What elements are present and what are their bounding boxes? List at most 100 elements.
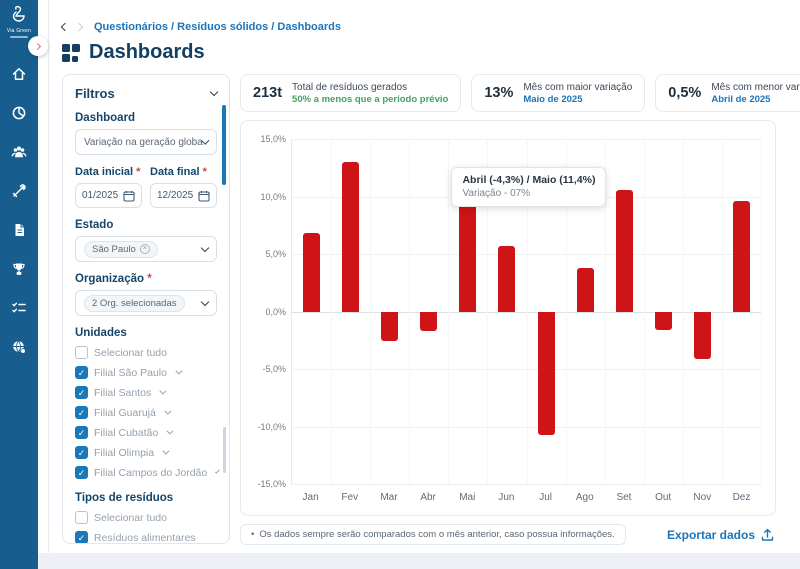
chart-card: Abril (-4,3%) / Maio (11,4%) Variação - … bbox=[240, 120, 776, 516]
sidebar-item-users[interactable] bbox=[7, 140, 31, 164]
gridline bbox=[761, 139, 762, 484]
estado-select[interactable]: São Paulo × bbox=[75, 236, 217, 262]
checkbox-checked[interactable]: ✓ bbox=[75, 406, 88, 419]
chevron-down-icon[interactable] bbox=[162, 447, 170, 455]
stat-card-maior-variacao: 13% Mês com maior variação Maio de 2025 bbox=[471, 74, 646, 112]
breadcrumb-item-questionarios[interactable]: Questionários bbox=[94, 21, 168, 33]
chevron-down-icon[interactable] bbox=[164, 407, 172, 415]
x-tick-label: Nov bbox=[693, 492, 712, 503]
checkbox-label: Filial Santos bbox=[94, 386, 152, 399]
checkbox-row[interactable]: ✓ Resíduos alimentares bbox=[75, 531, 217, 543]
checkbox-unchecked[interactable] bbox=[75, 346, 88, 359]
stat-label: Mês com maior variação bbox=[523, 81, 633, 93]
bar-nov[interactable] bbox=[693, 311, 711, 359]
filters-scrollbar-thumb[interactable] bbox=[222, 105, 226, 185]
bar-set[interactable] bbox=[615, 189, 633, 312]
checkbox-row[interactable]: ✓ Filial Guarujá bbox=[75, 406, 217, 419]
data-inicial-field[interactable]: 01/2025 bbox=[75, 183, 142, 208]
breadcrumb: Questionários / Resíduos sólidos / Dashb… bbox=[60, 0, 776, 33]
stats-row: 213t Total de resíduos gerados 50% a men… bbox=[240, 74, 800, 112]
checkbox-row[interactable]: ✓ Filial Campos do Jordão bbox=[75, 466, 220, 479]
sidebar-item-trophy[interactable] bbox=[7, 257, 31, 281]
chevron-down-icon[interactable] bbox=[175, 367, 183, 375]
remove-icon[interactable]: × bbox=[139, 244, 150, 254]
bar-mai[interactable] bbox=[459, 191, 477, 312]
stat-card-menor-variacao: 0,5% Mês com menor variação Abril de 202… bbox=[655, 74, 800, 112]
stat-value: 213t bbox=[253, 85, 283, 101]
dashboard-select-value: Variação na geração global d... bbox=[84, 136, 203, 148]
sidebar-item-dashboards[interactable] bbox=[7, 101, 31, 125]
tipos-label: Tipos de resíduos bbox=[75, 492, 174, 504]
chevron-down-icon[interactable] bbox=[159, 387, 167, 395]
checkbox-checked[interactable]: ✓ bbox=[75, 466, 88, 479]
bar-jan[interactable] bbox=[303, 233, 321, 312]
bar-abr[interactable] bbox=[420, 311, 438, 332]
breadcrumb-separator: / bbox=[271, 21, 275, 33]
sidebar-item-documents[interactable] bbox=[7, 218, 31, 242]
bar-ago[interactable] bbox=[576, 267, 594, 312]
estado-chip: São Paulo × bbox=[84, 240, 158, 258]
organizacao-chip-label: 2 Org. selecionadas bbox=[92, 297, 177, 309]
checkbox-checked[interactable]: ✓ bbox=[75, 446, 88, 459]
users-icon bbox=[11, 146, 27, 158]
organizacao-chip: 2 Org. selecionadas bbox=[84, 294, 185, 312]
dashboard-main: 213t Total de resíduos gerados 50% a men… bbox=[240, 74, 800, 545]
sidebar-item-home[interactable] bbox=[7, 62, 31, 86]
stat-sub: Abril de 2025 bbox=[711, 93, 771, 105]
bar-mar[interactable] bbox=[381, 311, 399, 342]
breadcrumb-item-residuos[interactable]: Resíduos sólidos bbox=[177, 21, 269, 33]
checkbox-label: Filial Campos do Jordão bbox=[94, 466, 208, 479]
checkbox-row[interactable]: ✓ Filial São Paulo bbox=[75, 366, 217, 379]
data-final-field[interactable]: 12/2025 bbox=[150, 183, 217, 208]
bar-dez[interactable] bbox=[732, 201, 750, 312]
sidebar-item-tools[interactable] bbox=[7, 179, 31, 203]
forward-chevron-icon[interactable] bbox=[74, 22, 84, 32]
calendar-icon[interactable] bbox=[198, 190, 210, 202]
globe-icon bbox=[13, 340, 26, 354]
checkbox-checked[interactable]: ✓ bbox=[75, 366, 88, 379]
breadcrumb-item-dashboards[interactable]: Dashboards bbox=[277, 21, 341, 33]
chevron-down-icon[interactable] bbox=[166, 427, 174, 435]
brand-logo[interactable]: Via Green bbox=[0, 0, 38, 38]
calendar-icon[interactable] bbox=[123, 190, 135, 202]
checkbox-row[interactable]: Selecionar tudo bbox=[75, 511, 217, 524]
estado-chip-label: São Paulo bbox=[92, 243, 136, 255]
info-note: • Os dados sempre serão comparados com o… bbox=[240, 524, 626, 545]
checkbox-row[interactable]: ✓ Filial Santos bbox=[75, 386, 217, 399]
y-tick-label: 5,0% bbox=[265, 249, 286, 259]
sidebar-item-globe[interactable] bbox=[7, 335, 31, 359]
y-tick-label: 15,0% bbox=[260, 134, 286, 144]
exportar-dados-link[interactable]: Exportar dados bbox=[667, 528, 774, 542]
chevron-down-icon[interactable] bbox=[215, 468, 220, 474]
back-chevron-icon[interactable] bbox=[60, 22, 70, 32]
x-tick-label: Out bbox=[655, 492, 672, 503]
bar-jul[interactable] bbox=[537, 311, 555, 435]
checkbox-checked[interactable]: ✓ bbox=[75, 531, 88, 543]
chevron-down-icon bbox=[200, 297, 210, 306]
bar-out[interactable] bbox=[654, 311, 672, 330]
gridline bbox=[370, 139, 372, 484]
sidebar-expand-button[interactable] bbox=[28, 36, 48, 56]
y-tick-label: -5,0% bbox=[262, 364, 286, 374]
checkbox-checked[interactable]: ✓ bbox=[75, 386, 88, 399]
home-icon bbox=[12, 68, 26, 80]
bar-jun[interactable] bbox=[498, 245, 516, 312]
collapse-filters-chevron-icon[interactable] bbox=[209, 87, 219, 97]
checkbox-checked[interactable]: ✓ bbox=[75, 426, 88, 439]
tipos-scrollbar-thumb[interactable] bbox=[223, 427, 226, 473]
checkbox-row[interactable]: Selecionar tudo bbox=[75, 346, 217, 359]
sidebar-item-checklist[interactable] bbox=[7, 296, 31, 320]
gridline bbox=[487, 139, 489, 484]
x-axis-labels: Jan Fev Mar Abr Mai Jun Jul Ago Set Out Nov Dez bbox=[291, 485, 761, 507]
checkbox-row[interactable]: ✓ Filial Cubatão bbox=[75, 426, 217, 439]
checkbox-row[interactable]: ✓ Filial Olimpia bbox=[75, 446, 217, 459]
organizacao-select[interactable]: 2 Org. selecionadas bbox=[75, 290, 217, 316]
bar-fev[interactable] bbox=[342, 162, 360, 312]
checkbox-unchecked[interactable] bbox=[75, 511, 88, 524]
main-content: Questionários / Resíduos sólidos / Dashb… bbox=[38, 0, 800, 553]
dashboard-select[interactable]: Variação na geração global d... bbox=[75, 129, 217, 155]
x-tick-label: Jul bbox=[539, 492, 553, 503]
gridline bbox=[604, 139, 606, 484]
chart-tooltip: Abril (-4,3%) / Maio (11,4%) Variação - … bbox=[451, 167, 607, 207]
checkbox-label: Filial Olimpia bbox=[94, 446, 155, 459]
